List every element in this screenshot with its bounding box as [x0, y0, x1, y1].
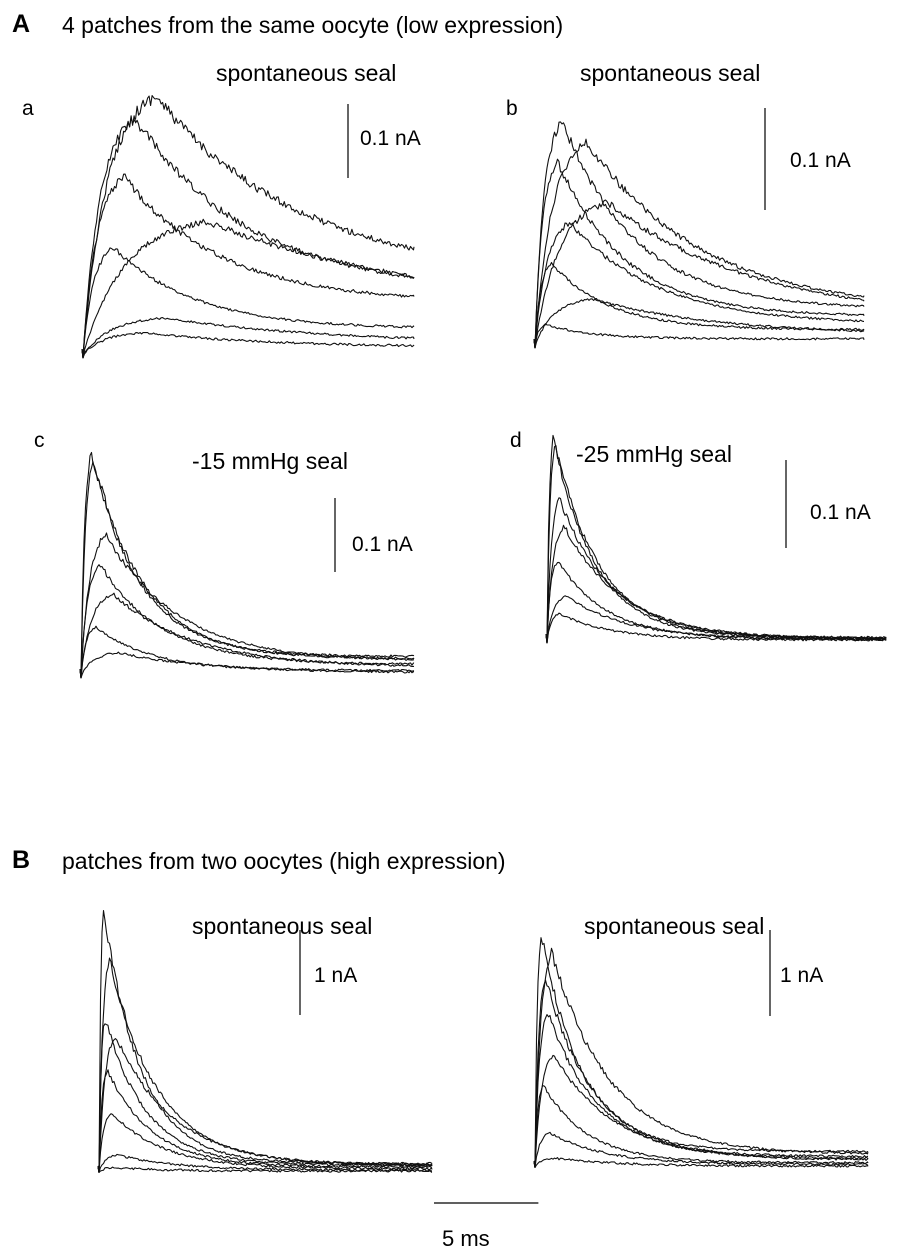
panel-a-trace-1	[81, 95, 415, 359]
panel-b2-title: spontaneous seal	[584, 913, 765, 939]
panel-b-trace-5	[533, 222, 865, 349]
panel-c-traces	[79, 451, 415, 679]
section-a-letter: A	[12, 10, 31, 38]
panel-B1-trace-5	[97, 1069, 433, 1173]
panel-a-trace-5	[81, 247, 415, 359]
panel-c-trace-4	[79, 564, 415, 679]
panel-d-trace-3	[545, 497, 887, 644]
panel-B1-trace-1	[97, 910, 433, 1173]
panel-b-trace-7	[533, 298, 865, 349]
panel-B1-trace-4	[97, 1038, 433, 1173]
panel-b-traces	[533, 108, 865, 349]
panel-d-trace-7	[545, 612, 887, 644]
panel-c-trace-3	[79, 532, 415, 679]
panel-b-trace-3	[533, 158, 865, 349]
panel-b-trace-6	[533, 261, 865, 349]
panel-B1-trace-2	[97, 957, 433, 1173]
panel-a-trace-2	[81, 115, 415, 359]
panel-b-scale-label: 0.1 nA	[790, 149, 851, 172]
panel-B2-trace-2	[533, 947, 869, 1168]
panel-d-title: -25 mmHg seal	[576, 441, 732, 467]
panel-c-letter: c	[34, 429, 45, 452]
panel-b1-scale-label: 1 nA	[314, 964, 358, 987]
panel-b1-title: spontaneous seal	[192, 913, 373, 939]
panel-b-trace-8	[533, 323, 865, 349]
panel-b-letter: b	[506, 97, 518, 120]
panel-B1-trace-8	[97, 1165, 433, 1173]
panel-d-letter: d	[510, 429, 522, 452]
panel-b-trace-2	[533, 138, 865, 349]
panel-B2-trace-7	[533, 1131, 869, 1168]
panel-c-title: -15 mmHg seal	[192, 448, 348, 474]
panel-b-trace-4	[533, 199, 865, 349]
panel-B1-traces	[97, 910, 433, 1173]
section-b-title: patches from two oocytes (high expressio…	[62, 848, 506, 874]
panel-b-title: spontaneous seal	[580, 60, 761, 86]
panel-c-trace-2	[79, 461, 415, 679]
panel-d-trace-4	[545, 524, 887, 644]
panel-d-scale-label: 0.1 nA	[810, 501, 871, 524]
panel-b2-scale-label: 1 nA	[780, 964, 824, 987]
section-a-title: 4 patches from the same oocyte (low expr…	[62, 12, 564, 38]
panel-B2-trace-8	[533, 1157, 869, 1168]
panel-a-letter: a	[22, 97, 34, 120]
panel-B1-trace-3	[97, 1023, 433, 1173]
panel-B2-traces	[533, 930, 869, 1168]
panel-d-trace-6	[545, 595, 887, 644]
panel-a-title: spontaneous seal	[216, 60, 397, 86]
panel-c-trace-6	[79, 625, 415, 679]
panel-a-trace-3	[81, 173, 415, 359]
section-b-letter: B	[12, 846, 31, 874]
panel-a-scale-label: 0.1 nA	[360, 127, 421, 150]
panel-a-traces	[81, 95, 415, 359]
panel-d-trace-2	[545, 445, 887, 644]
panel-c-trace-5	[79, 592, 415, 679]
panel-c-trace-7	[79, 651, 415, 679]
time-scale-label: 5 ms	[442, 1226, 490, 1251]
panel-B2-trace-5	[533, 1054, 869, 1168]
panel-d-trace-1	[545, 434, 887, 644]
panel-B2-trace-6	[533, 1085, 869, 1168]
panel-a-trace-7	[81, 331, 415, 359]
panel-a-trace-6	[81, 317, 415, 359]
panel-c-scale-label: 0.1 nA	[352, 533, 413, 556]
panel-d-traces	[545, 434, 887, 644]
panel-B2-trace-4	[533, 1014, 869, 1168]
panel-B1-trace-6	[97, 1113, 433, 1173]
panel-B2-trace-1	[533, 937, 869, 1168]
panel-a-trace-4	[81, 218, 415, 359]
panel-B1-trace-7	[97, 1153, 433, 1173]
panel-b-trace-1	[533, 121, 865, 349]
